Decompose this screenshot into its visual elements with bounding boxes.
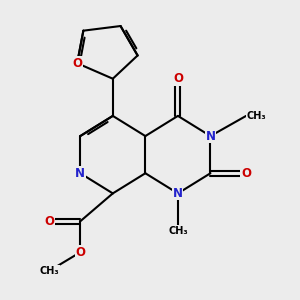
Text: N: N xyxy=(75,167,85,180)
Text: N: N xyxy=(173,187,183,200)
Text: CH₃: CH₃ xyxy=(40,266,59,276)
Text: O: O xyxy=(241,167,251,180)
Text: N: N xyxy=(206,130,215,142)
Text: CH₃: CH₃ xyxy=(168,226,188,236)
Text: O: O xyxy=(75,246,85,259)
Text: O: O xyxy=(72,57,82,70)
Text: O: O xyxy=(173,72,183,85)
Text: O: O xyxy=(44,215,54,228)
Text: CH₃: CH₃ xyxy=(246,111,266,121)
